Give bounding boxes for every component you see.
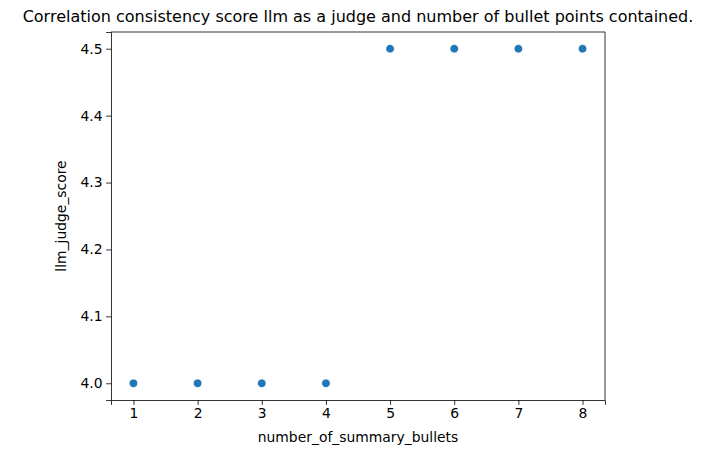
- title: Correlation consistency score llm as a j…: [23, 7, 694, 26]
- tick-mark: [518, 400, 519, 405]
- tick-mark: [133, 400, 134, 405]
- tick-label: 6: [450, 405, 459, 421]
- tick-label: 3: [258, 405, 267, 421]
- tick-label: 4.1: [81, 308, 103, 324]
- tick: 5: [386, 400, 395, 421]
- x-axis: 1 2 3 4 5 6 7 8: [112, 400, 606, 421]
- tick-mark: [454, 400, 455, 405]
- tick: 4.4: [81, 108, 111, 124]
- point: [129, 379, 138, 388]
- plot-area: 1 2 3 4 5 6 7 8 4.0 4.1 4.2 4.3 4.4 4.5: [81, 32, 606, 421]
- tick-label: 4.5: [81, 41, 103, 57]
- frame-top: [111, 32, 605, 33]
- tick-mark: [583, 400, 584, 405]
- tick: 4.2: [81, 241, 111, 257]
- tick-label: 1: [130, 405, 139, 421]
- tick-mark: [106, 383, 111, 384]
- tick: 4.3: [81, 174, 111, 190]
- tick: 7: [514, 400, 523, 421]
- tick-mark: [262, 400, 263, 405]
- tick: 4.0: [81, 375, 111, 391]
- tick: 4: [322, 400, 331, 421]
- tick-label: 4.0: [81, 375, 103, 391]
- tick: 6: [450, 400, 459, 421]
- tick-label: 4: [322, 405, 331, 421]
- point: [193, 379, 202, 388]
- x-axis-title: number_of_summary_bullets: [258, 429, 459, 445]
- axis-line: [106, 33, 111, 401]
- tick-mark: [106, 116, 111, 117]
- tick: 8: [579, 400, 588, 421]
- tick: 1: [130, 400, 139, 421]
- y-axis: 4.0 4.1 4.2 4.3 4.4 4.5: [81, 33, 112, 401]
- tick-label: 4.3: [81, 174, 103, 190]
- chart: 1 2 3 4 5 6 7 8 4.0 4.1 4.2 4.3 4.4 4.5 Correlation co…: [0, 0, 715, 455]
- tick-label: 5: [386, 405, 395, 421]
- tick-mark: [198, 400, 199, 405]
- tick: 4.5: [81, 41, 111, 57]
- tick-mark: [106, 183, 111, 184]
- tick-mark: [326, 400, 327, 405]
- point: [450, 44, 459, 53]
- frame-right: [605, 32, 606, 400]
- point: [322, 379, 331, 388]
- point: [578, 44, 587, 53]
- y-axis-title: llm_judge_score: [53, 160, 69, 271]
- tick-label: 8: [579, 405, 588, 421]
- tick-label: 4.2: [81, 241, 103, 257]
- tick-label: 2: [194, 405, 203, 421]
- point: [386, 44, 395, 53]
- tick: 3: [258, 400, 267, 421]
- tick-label: 4.4: [81, 108, 103, 124]
- axis-line: [112, 401, 606, 405]
- tick-mark: [106, 49, 111, 50]
- points: [129, 44, 587, 387]
- tick-label: 7: [514, 405, 523, 421]
- tick: 2: [194, 400, 203, 421]
- tick-mark: [390, 400, 391, 405]
- point: [257, 379, 266, 388]
- tick-mark: [106, 316, 111, 317]
- tick-mark: [106, 249, 111, 250]
- tick: 4.1: [81, 308, 111, 324]
- point: [514, 44, 523, 53]
